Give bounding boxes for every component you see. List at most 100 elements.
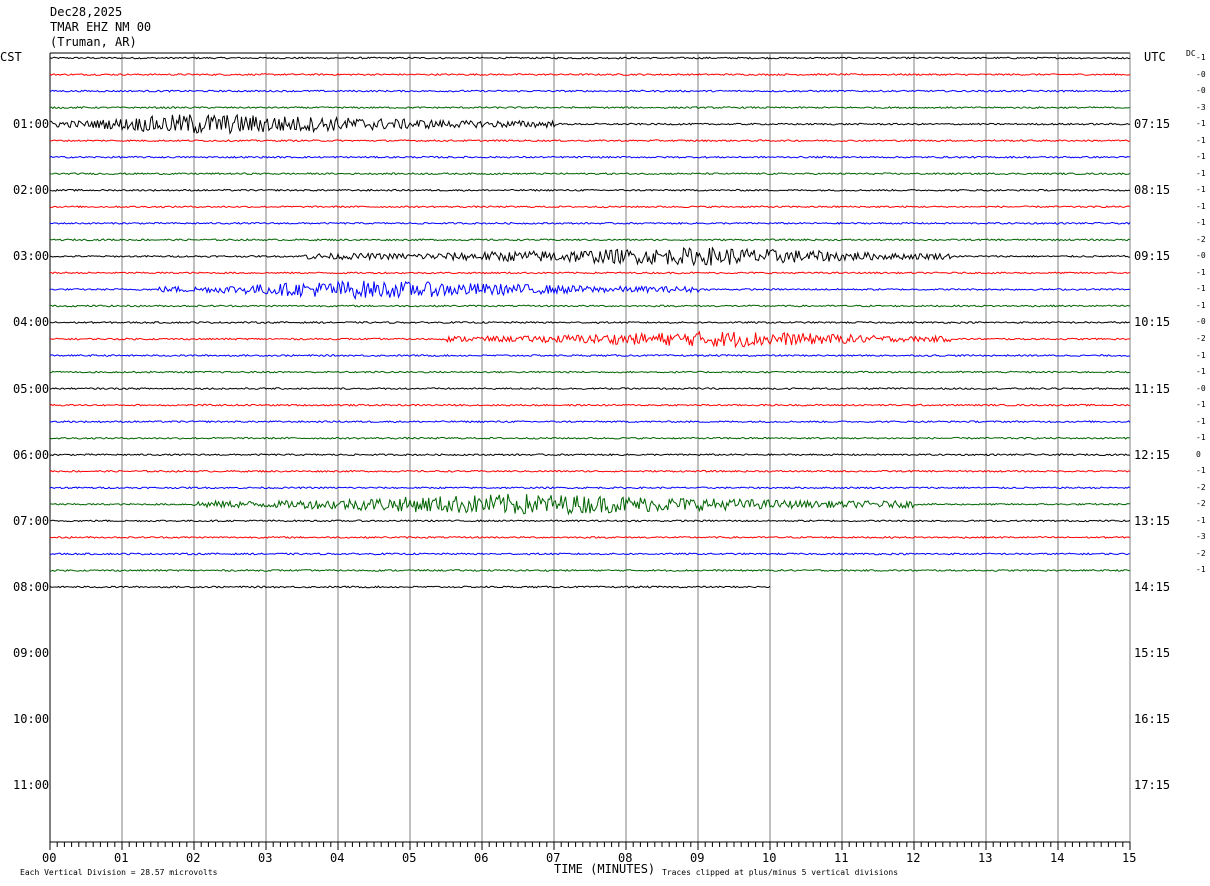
- dc-offset-label: -1: [1196, 201, 1206, 211]
- trace-red: [49, 271, 1131, 275]
- trace-red: [49, 469, 1131, 473]
- x-tick-label: 01: [114, 851, 129, 865]
- right-hour-label: 15:15: [1134, 646, 1171, 661]
- dc-offset-label: 0: [1196, 449, 1201, 459]
- left-hour-label: 10:00: [13, 712, 50, 727]
- left-hour-label: 04:00: [13, 315, 50, 330]
- chart-station: TMAR EHZ NM 00: [50, 20, 152, 34]
- dc-offset-label: -0: [1196, 251, 1206, 261]
- dc-offset-label: -1: [1196, 400, 1206, 410]
- dc-offset-label: -1: [1196, 350, 1206, 360]
- dc-offset-label: -1: [1196, 565, 1206, 575]
- x-axis-title: TIME (MINUTES): [554, 862, 656, 876]
- trace-green: [49, 436, 1131, 440]
- x-tick-label: 05: [402, 851, 417, 865]
- trace-green: [49, 304, 1131, 308]
- trace-blue: [49, 221, 1131, 225]
- x-tick-label: 11: [834, 851, 849, 865]
- trace-green: [50, 370, 1131, 374]
- left-hour-label: 11:00: [13, 778, 50, 793]
- seismic-traces: [49, 56, 1131, 589]
- trace-black: [49, 453, 1131, 457]
- dc-offset-label: -1: [1196, 218, 1206, 228]
- trace-green: [49, 238, 1131, 242]
- x-tick-label: 15: [1122, 851, 1137, 865]
- left-hour-label: 02:00: [13, 183, 50, 198]
- x-tick-label: 07: [546, 851, 561, 865]
- left-hour-label: 08:00: [13, 579, 50, 594]
- chart-date: Dec28,2025: [50, 5, 123, 19]
- dc-offset-label: -1: [1196, 152, 1206, 162]
- trace-red: [49, 330, 1131, 349]
- dc-offset-label: -1: [1196, 119, 1206, 129]
- trace-black: [49, 113, 1131, 135]
- trace-red: [49, 403, 1131, 407]
- right-hour-label: 12:15: [1134, 447, 1171, 462]
- trace-black: [49, 56, 1131, 60]
- dc-offset-label: -1: [1196, 168, 1206, 178]
- dc-offset-label: -1: [1196, 135, 1206, 145]
- trace-red: [49, 535, 1131, 539]
- trace-green: [49, 568, 1131, 572]
- trace-red: [49, 205, 1131, 209]
- left-timezone-label: CST: [0, 50, 22, 64]
- right-hour-label: 13:15: [1134, 513, 1171, 528]
- dc-offset-label: -3: [1196, 532, 1206, 542]
- vertical-scale-note: Each Vertical Division = 28.57 microvolt…: [20, 868, 218, 877]
- dc-offset-label: -2: [1196, 234, 1206, 244]
- trace-black: [49, 246, 1130, 267]
- trace-blue: [49, 155, 1131, 159]
- right-hour-label: 07:15: [1134, 117, 1171, 132]
- x-tick-label: 12: [906, 851, 921, 865]
- dc-offset-label: -1: [1196, 53, 1206, 62]
- dc-offset-label: -0: [1196, 317, 1206, 327]
- x-tick-label: 00: [42, 851, 57, 865]
- dc-offset-label: -2: [1196, 334, 1206, 343]
- left-hour-label: 09:00: [13, 646, 50, 661]
- dc-offset-label: -1: [1196, 267, 1206, 277]
- x-tick-label: 13: [978, 851, 993, 865]
- trace-blue: [49, 353, 1131, 358]
- dc-offset-label: -1: [1196, 367, 1206, 377]
- x-tick-label: 06: [474, 851, 489, 865]
- dc-offset-label: -2: [1196, 499, 1206, 509]
- trace-black: [49, 519, 1131, 523]
- dc-offset-header: DC: [1186, 49, 1196, 58]
- trace-black: [49, 320, 1131, 324]
- right-hour-label: 11:15: [1134, 381, 1171, 396]
- trace-blue: [49, 89, 1130, 93]
- dc-offset-label: -1: [1196, 466, 1206, 476]
- trace-red: [49, 73, 1131, 77]
- dc-offset-label: -2: [1196, 548, 1206, 558]
- dc-offset-label: -1: [1196, 284, 1206, 294]
- trace-green: [49, 493, 1130, 516]
- left-hour-label: 03:00: [13, 249, 50, 264]
- x-tick-label: 14: [1050, 851, 1065, 865]
- trace-green: [49, 172, 1131, 176]
- right-hour-label: 10:15: [1134, 315, 1171, 330]
- trace-black: [49, 387, 1131, 391]
- chart-location: (Truman, AR): [50, 35, 137, 49]
- left-hour-label: 07:00: [13, 513, 50, 528]
- right-hour-label: 17:15: [1134, 778, 1171, 793]
- dc-offset-label: -1: [1196, 300, 1206, 310]
- clipping-note: Traces clipped at plus/minus 5 vertical …: [662, 868, 899, 877]
- dc-offset-label: -3: [1196, 102, 1206, 112]
- dc-offset-label: -0: [1196, 383, 1206, 393]
- right-timezone-label: UTC: [1144, 50, 1166, 64]
- right-hour-label: 16:15: [1134, 712, 1171, 727]
- dc-offset-label: -2: [1196, 482, 1206, 492]
- time-axis: [49, 841, 1131, 850]
- x-tick-label: 02: [186, 851, 201, 865]
- minute-gridlines: [49, 52, 1131, 842]
- dc-offset-label: -0: [1196, 69, 1206, 79]
- dc-offset-label: -1: [1196, 416, 1206, 426]
- right-hour-label: 09:15: [1134, 249, 1171, 264]
- trace-blue: [49, 486, 1131, 490]
- right-hour-label: 08:15: [1134, 183, 1171, 198]
- dc-offset-label: -0: [1196, 86, 1206, 96]
- right-hour-label: 14:15: [1134, 579, 1171, 594]
- x-tick-label: 03: [258, 851, 273, 865]
- trace-blue: [49, 420, 1131, 424]
